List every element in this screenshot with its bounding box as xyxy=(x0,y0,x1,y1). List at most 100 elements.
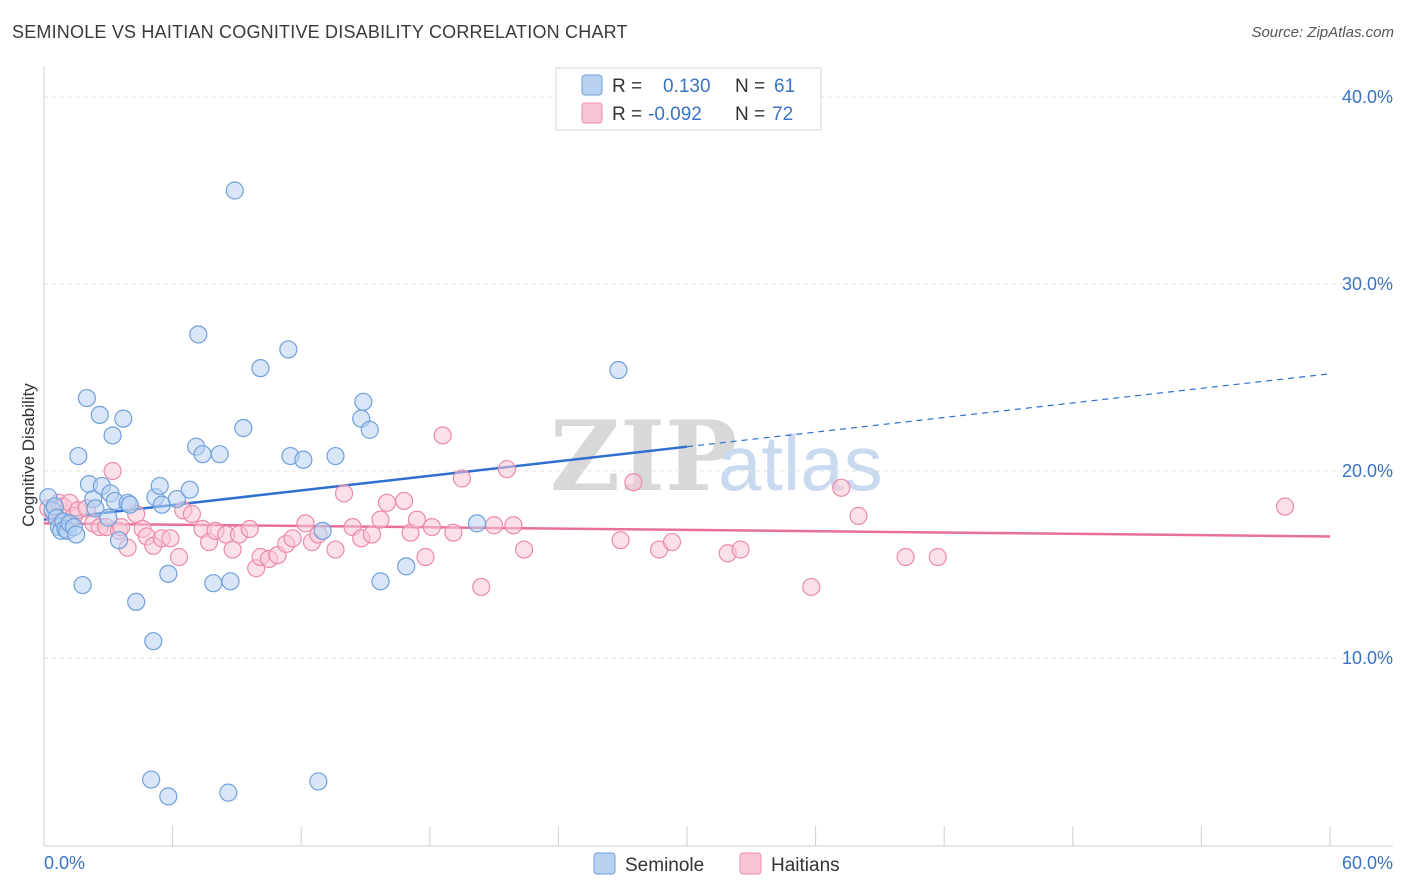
x-tick-max: 60.0% xyxy=(1342,853,1393,873)
legend-n-haitians: 72 xyxy=(772,104,793,125)
point-seminole-46 xyxy=(234,418,253,438)
point-haitians-28 xyxy=(223,540,242,559)
point-seminole-34 xyxy=(159,787,178,806)
point-seminole-22 xyxy=(103,426,122,445)
point-haitians-41 xyxy=(334,484,354,503)
point-seminole-12 xyxy=(69,446,88,466)
point-haitians-55 xyxy=(472,577,491,597)
bottom-legend-haitians: Haitians xyxy=(771,855,840,876)
axes xyxy=(43,66,1393,847)
legend-swatch-haitians xyxy=(581,102,603,124)
point-seminole-37 xyxy=(180,480,199,499)
point-haitians-67 xyxy=(832,478,851,497)
trend-line-seminole-extension xyxy=(686,373,1331,448)
point-seminole-29 xyxy=(142,770,161,789)
y-tick-label-1: 20.0% xyxy=(1342,461,1393,481)
point-seminole-57 xyxy=(371,572,390,591)
trend-lines xyxy=(43,373,1331,538)
point-haitians-49 xyxy=(407,510,427,529)
legend-r-seminole: 0.130 xyxy=(663,76,711,97)
point-seminole-27 xyxy=(120,495,139,514)
point-haitians-20 xyxy=(161,529,180,548)
bottom-legend-swatch-seminole xyxy=(593,852,616,875)
point-seminole-40 xyxy=(193,445,212,464)
point-haitians-36 xyxy=(283,529,302,548)
legend-r-haitians: -0.092 xyxy=(648,104,702,125)
point-seminole-48 xyxy=(279,340,298,359)
point-seminole-30 xyxy=(144,632,163,651)
point-seminole-43 xyxy=(219,783,238,802)
legend-n-seminole: 61 xyxy=(774,76,795,97)
point-seminole-52 xyxy=(313,521,332,540)
bottom-legend-swatch-haitians xyxy=(739,852,762,875)
point-haitians-63 xyxy=(662,532,682,552)
trend-line-haitians xyxy=(43,522,1331,538)
point-haitians-70 xyxy=(928,547,947,567)
point-seminole-55 xyxy=(354,392,373,411)
legend-r-label-haitians: R = xyxy=(612,104,642,125)
legend-n-label-seminole: N = xyxy=(735,76,765,97)
point-haitians-54 xyxy=(452,469,472,488)
chart-title: SEMINOLE VS HAITIAN COGNITIVE DISABILITY… xyxy=(12,22,628,42)
point-haitians-52 xyxy=(433,426,452,445)
point-haitians-59 xyxy=(515,540,534,559)
point-haitians-61 xyxy=(624,473,643,492)
point-haitians-45 xyxy=(371,510,390,529)
point-seminole-50 xyxy=(294,450,313,469)
point-seminole-47 xyxy=(251,359,270,378)
point-haitians-65 xyxy=(731,540,750,559)
point-seminole-60 xyxy=(609,360,628,380)
point-seminole-59 xyxy=(467,514,487,533)
point-seminole-25 xyxy=(114,409,133,428)
point-haitians-68 xyxy=(849,506,868,525)
x-tick-min: 0.0% xyxy=(44,853,85,873)
point-haitians-69 xyxy=(896,547,915,567)
point-seminole-17 xyxy=(86,499,105,518)
point-seminole-51 xyxy=(309,772,328,791)
y-tick-label-0: 10.0% xyxy=(1342,648,1393,668)
point-haitians-11 xyxy=(103,461,122,481)
y-tick-label-2: 30.0% xyxy=(1342,274,1393,294)
watermark-atlas: atlas xyxy=(718,419,883,507)
point-seminole-13 xyxy=(73,575,92,595)
y-axis-label: Cognitive Disability xyxy=(19,383,38,527)
grid-lines xyxy=(44,96,1393,659)
watermark-zip: ZIP xyxy=(550,400,737,513)
point-seminole-35 xyxy=(159,564,178,583)
point-seminole-24 xyxy=(109,531,129,550)
bottom-legend: Seminole Haitians xyxy=(593,852,840,876)
point-seminole-32 xyxy=(150,476,169,496)
point-haitians-44 xyxy=(362,525,382,544)
point-seminole-14 xyxy=(77,388,96,408)
point-haitians-53 xyxy=(444,523,463,542)
legend-n-label-haitians: N = xyxy=(735,104,765,125)
y-tick-labels: 10.0% 20.0% 30.0% 40.0% xyxy=(1342,87,1393,668)
point-haitians-23 xyxy=(182,504,201,524)
legend-r-label-seminole: R = xyxy=(612,76,642,97)
point-seminole-28 xyxy=(127,592,146,612)
point-haitians-47 xyxy=(394,491,414,511)
point-seminole-58 xyxy=(397,557,416,576)
point-haitians-58 xyxy=(504,516,523,535)
point-seminole-20 xyxy=(99,508,118,527)
point-haitians-66 xyxy=(802,577,821,597)
point-haitians-50 xyxy=(416,547,435,567)
point-seminole-36 xyxy=(167,489,186,509)
point-haitians-71 xyxy=(1275,497,1295,516)
point-haitians-51 xyxy=(422,517,442,537)
y-tick-label-3: 40.0% xyxy=(1342,87,1393,107)
point-haitians-46 xyxy=(377,493,397,512)
point-seminole-18 xyxy=(90,405,109,424)
point-haitians-30 xyxy=(240,519,259,539)
point-seminole-45 xyxy=(225,181,244,200)
point-haitians-56 xyxy=(485,516,504,535)
data-points xyxy=(39,181,1295,806)
point-seminole-53 xyxy=(326,446,345,466)
point-haitians-40 xyxy=(326,540,345,559)
point-seminole-42 xyxy=(210,445,229,464)
point-haitians-57 xyxy=(497,460,517,479)
point-seminole-44 xyxy=(221,572,240,591)
point-haitians-60 xyxy=(611,531,630,550)
legend-box: R = 0.130 N = 61 R = -0.092 N = 72 xyxy=(555,67,822,131)
